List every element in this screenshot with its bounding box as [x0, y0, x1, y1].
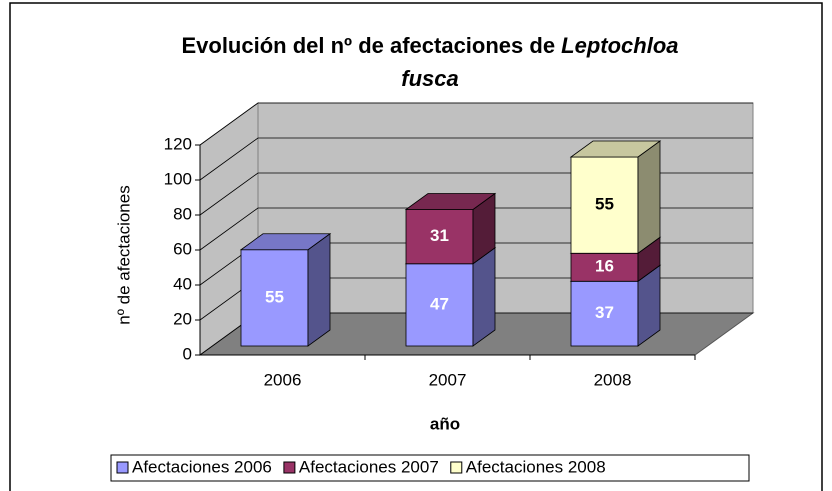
- grid-line: [199, 102, 753, 146]
- x-tick-label: 2006: [264, 370, 302, 389]
- y-tick-label: 60: [173, 239, 192, 258]
- y-tick-label: 100: [164, 169, 192, 188]
- title-part: Evolución del nº de afectaciones de: [181, 33, 561, 58]
- x-axis-label: año: [430, 414, 460, 433]
- bar-side: [472, 246, 496, 347]
- y-tick-label: 80: [173, 204, 192, 223]
- legend-label: Afectaciones 2006: [132, 457, 272, 476]
- legend-label: Afectaciones 2007: [299, 457, 439, 476]
- data-label: 37: [595, 303, 614, 322]
- legend-swatch: [283, 461, 296, 474]
- chart-frame: [9, 2, 823, 491]
- legend-label: Afectaciones 2008: [466, 457, 606, 476]
- bar-front: [405, 209, 474, 265]
- x-tick-label: 2007: [429, 370, 467, 389]
- legend-frame: [110, 454, 750, 482]
- bar-segment: [239, 232, 332, 347]
- chart-title: Evolución del nº de afectaciones de Lept…: [181, 33, 678, 58]
- bar-top: [404, 193, 497, 210]
- bar-segment: [569, 140, 662, 255]
- y-tick-label: 120: [164, 134, 192, 153]
- data-label: 16: [595, 257, 614, 276]
- chart-title: fusca: [401, 66, 458, 91]
- bar-segment: [404, 192, 497, 265]
- data-label: 55: [265, 287, 284, 306]
- y-tick-label: 0: [183, 344, 192, 363]
- y-axis-label: nº de afectaciones: [114, 185, 133, 324]
- x-tick-label: 2008: [594, 370, 632, 389]
- grid-line: [199, 137, 753, 181]
- bar-segment: [569, 264, 662, 347]
- bar-side: [637, 140, 661, 255]
- data-label: 31: [430, 226, 449, 245]
- title-part: Leptochloa: [561, 33, 678, 58]
- data-label: 55: [595, 195, 614, 214]
- y-tick-label: 40: [173, 274, 192, 293]
- legend-swatch: [450, 461, 463, 474]
- legend-swatch: [116, 461, 129, 474]
- bar-top: [239, 233, 332, 251]
- y-tick-label: 20: [173, 309, 192, 328]
- bar-top: [569, 140, 662, 158]
- bar-front: [570, 252, 639, 282]
- bar-front: [570, 280, 639, 347]
- bar-side: [307, 232, 331, 347]
- data-label: 47: [430, 294, 449, 313]
- title-part: fusca: [401, 66, 458, 91]
- bar-front: [240, 249, 309, 347]
